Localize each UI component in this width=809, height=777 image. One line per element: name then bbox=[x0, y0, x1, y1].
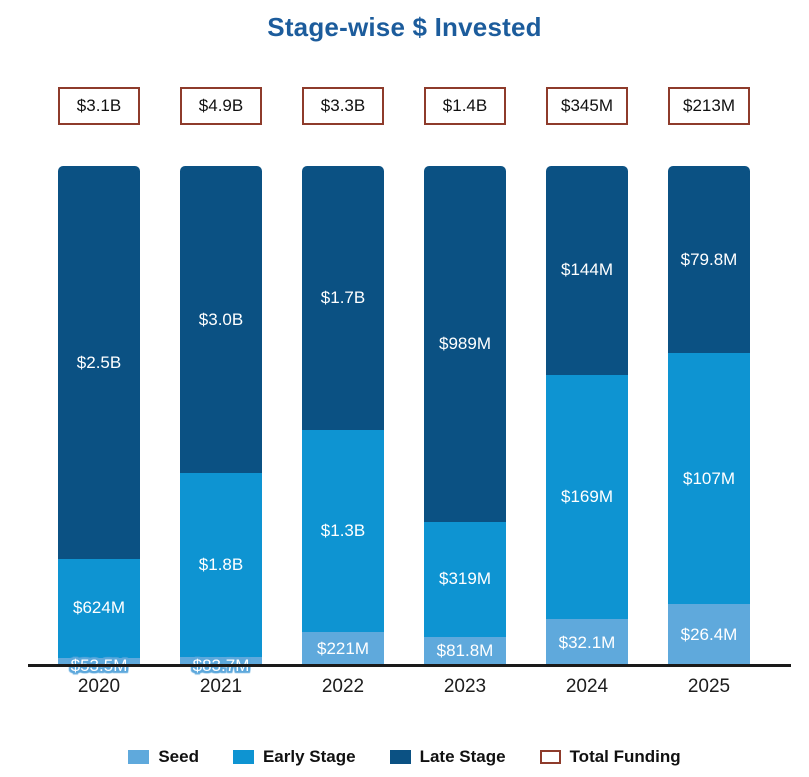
segment-label: $989M bbox=[439, 333, 491, 353]
segment-early-stage: $319M bbox=[424, 521, 506, 637]
legend-swatch-early-stage bbox=[232, 750, 254, 764]
segment-early-stage: $624M bbox=[58, 559, 140, 658]
legend: Seed Early Stage Late Stage Total Funding bbox=[0, 747, 809, 767]
bar-cell: $79.8M $107M $26.4M bbox=[648, 166, 770, 666]
total-funding-box: $345M bbox=[546, 87, 628, 125]
bar-2020: $2.5B$624M$53.5M bbox=[58, 166, 140, 675]
total-funding-value: $3.3B bbox=[320, 96, 366, 115]
legend-label: Total Funding bbox=[569, 747, 681, 766]
segment-late-stage: $2.5B bbox=[58, 166, 140, 560]
total-funding-box: $1.4B bbox=[424, 87, 506, 125]
total-funding-value: $4.9B bbox=[198, 96, 244, 115]
chart-title: Stage-wise $ Invested bbox=[267, 12, 542, 42]
x-axis-label: 2025 bbox=[687, 676, 731, 697]
x-axis-label: 2021 bbox=[199, 676, 243, 697]
segment-late-stage: $3.0B bbox=[180, 166, 262, 474]
legend-item-total-funding: Total Funding bbox=[539, 747, 681, 767]
total-funding-value: $213M bbox=[683, 96, 735, 115]
total-funding-cell: $1.4B bbox=[404, 87, 526, 125]
bar-2024: $144M $169M $32.1M bbox=[546, 166, 628, 666]
total-funding-cell: $3.3B bbox=[282, 87, 404, 125]
segment-seed: $26.4M bbox=[668, 604, 750, 666]
segment-early-stage: $1.3B bbox=[302, 429, 384, 632]
bar-cell: $2.5B$624M$53.5M bbox=[38, 166, 160, 675]
total-funding-value: $3.1B bbox=[76, 96, 122, 115]
segment-label: $144M bbox=[561, 260, 613, 280]
bars-row: $2.5B$624M$53.5M$3.0B$1.8B$83.7M$1.7B$1.… bbox=[38, 166, 770, 675]
segment-early-stage: $107M bbox=[668, 353, 750, 605]
segment-label: $81.8M bbox=[436, 641, 494, 661]
segment-label: $1.3B bbox=[320, 520, 366, 540]
total-funding-cell: $213M bbox=[648, 87, 770, 125]
total-funding-box: $4.9B bbox=[180, 87, 262, 125]
total-funding-cell: $3.1B bbox=[38, 87, 160, 125]
legend-label: Late Stage bbox=[419, 747, 506, 766]
legend-swatch-late-stage bbox=[389, 750, 411, 764]
legend-swatch-seed bbox=[128, 750, 150, 764]
bar-cell: $1.7B $1.3B $221M bbox=[282, 166, 404, 666]
segment-label: $1.7B bbox=[320, 287, 366, 307]
segment-early-stage: $1.8B bbox=[180, 473, 262, 658]
total-funding-value: $1.4B bbox=[442, 96, 488, 115]
segment-label: $107M bbox=[683, 468, 735, 488]
x-axis-labels: 2020 2021 2022 2023 2024 2025 bbox=[38, 676, 770, 698]
legend-item-early-stage: Early Stage bbox=[232, 747, 356, 767]
legend-swatch-total-funding bbox=[539, 750, 561, 764]
total-funding-cell: $345M bbox=[526, 87, 648, 125]
bar-cell: $3.0B$1.8B$83.7M bbox=[160, 166, 282, 675]
segment-label: $624M bbox=[73, 598, 125, 618]
bar-cell: $144M $169M $32.1M bbox=[526, 166, 648, 666]
legend-label: Seed bbox=[158, 747, 199, 766]
bar-2025: $79.8M $107M $26.4M bbox=[668, 166, 750, 666]
segment-late-stage: $989M bbox=[424, 166, 506, 522]
x-axis-label: 2024 bbox=[565, 676, 609, 697]
bar-2021: $3.0B$1.8B$83.7M bbox=[180, 166, 262, 675]
segment-label: $79.8M bbox=[680, 249, 738, 269]
segment-label: $2.5B bbox=[76, 352, 122, 372]
segment-late-stage: $79.8M bbox=[668, 166, 750, 354]
bar-2022: $1.7B $1.3B $221M bbox=[302, 166, 384, 666]
segment-late-stage: $144M bbox=[546, 166, 628, 375]
segment-early-stage: $169M bbox=[546, 374, 628, 620]
total-funding-cell: $4.9B bbox=[160, 87, 282, 125]
legend-item-seed: Seed bbox=[128, 747, 199, 767]
segment-label: $3.0B bbox=[198, 309, 244, 329]
total-funding-box: $3.1B bbox=[58, 87, 140, 125]
segment-label: $26.4M bbox=[680, 625, 738, 645]
segment-seed: $32.1M bbox=[546, 619, 628, 666]
x-axis-label: 2022 bbox=[321, 676, 365, 697]
bar-cell: $989M $319M $81.8M bbox=[404, 166, 526, 666]
total-funding-box: $213M bbox=[668, 87, 750, 125]
legend-item-late-stage: Late Stage bbox=[389, 747, 506, 767]
x-axis-label: 2023 bbox=[443, 676, 487, 697]
segment-seed: $81.8M bbox=[424, 636, 506, 666]
segment-late-stage: $1.7B bbox=[302, 166, 384, 430]
segment-label: $221M bbox=[317, 638, 369, 658]
total-funding-row: $3.1B $4.9B $3.3B $1.4B $345M $213M bbox=[38, 87, 770, 125]
x-axis-label: 2020 bbox=[77, 676, 121, 697]
total-funding-box: $3.3B bbox=[302, 87, 384, 125]
segment-label: $169M bbox=[561, 487, 613, 507]
segment-seed: $221M bbox=[302, 631, 384, 666]
x-axis-line bbox=[28, 664, 791, 667]
legend-label: Early Stage bbox=[262, 747, 356, 766]
total-funding-value: $345M bbox=[561, 96, 613, 115]
bar-2023: $989M $319M $81.8M bbox=[424, 166, 506, 666]
segment-label: $1.8B bbox=[198, 555, 244, 575]
segment-label: $32.1M bbox=[558, 632, 616, 652]
segment-label: $319M bbox=[439, 569, 491, 589]
